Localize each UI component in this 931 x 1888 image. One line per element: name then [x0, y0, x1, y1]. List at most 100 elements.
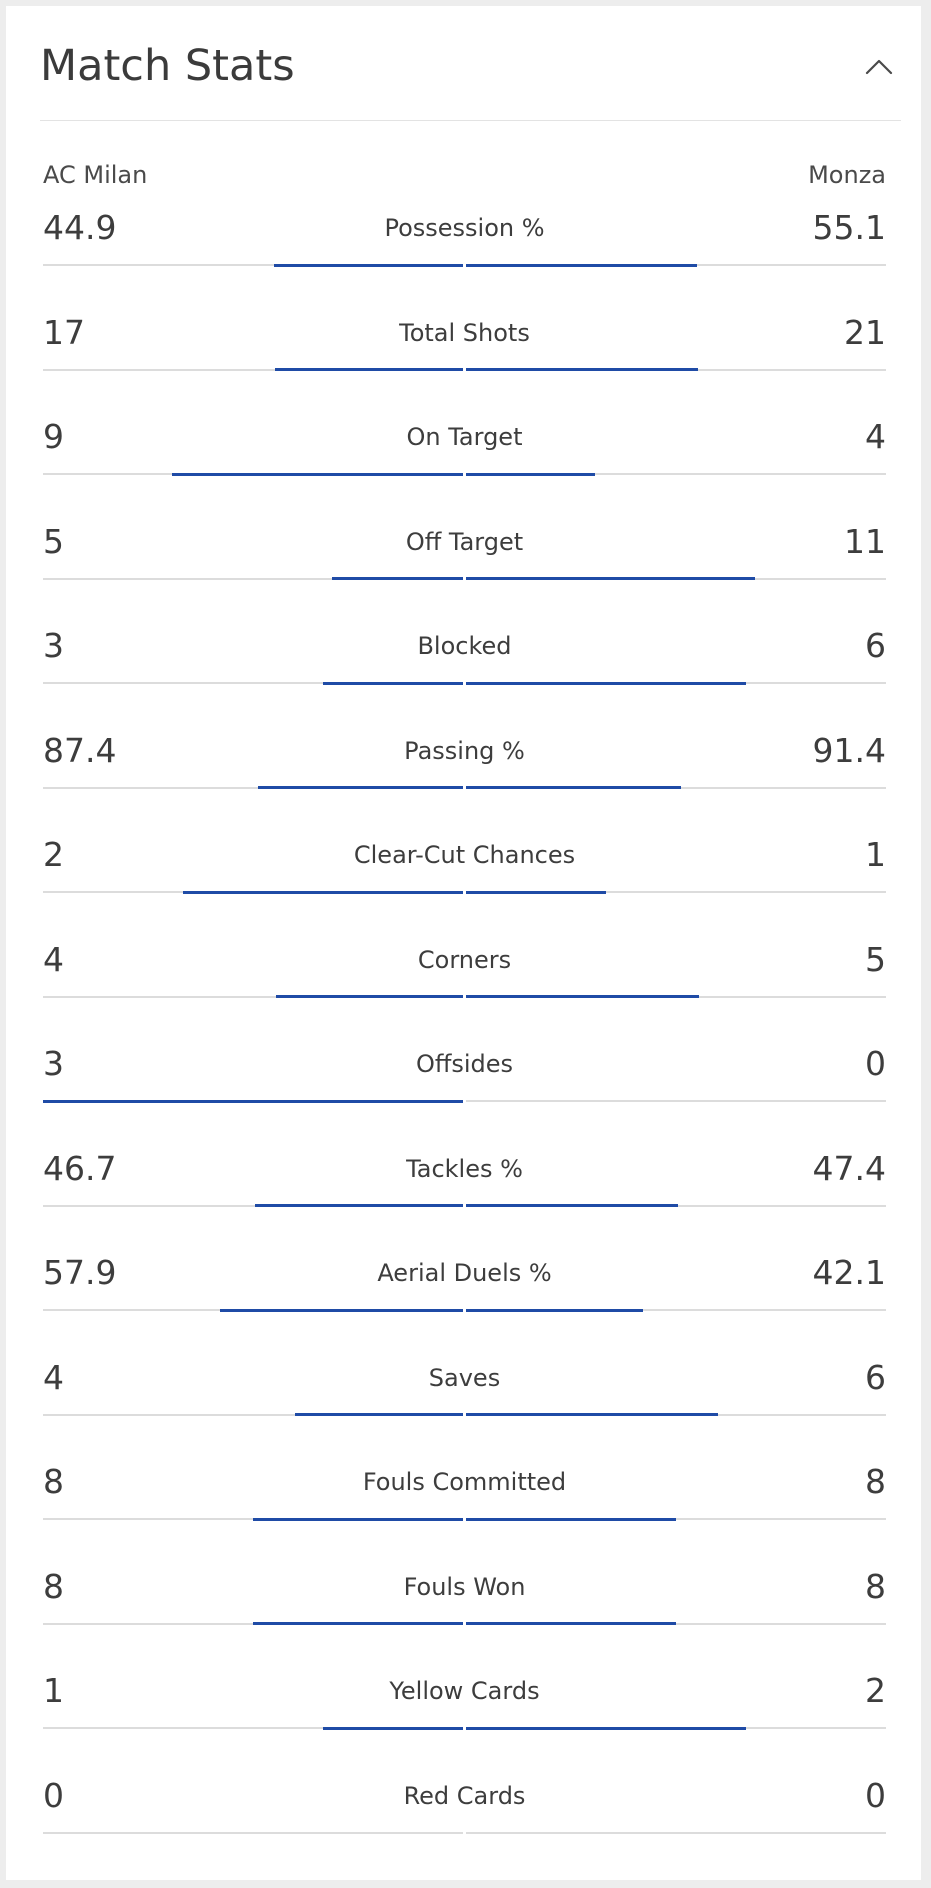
stat-label: Offsides [415, 1050, 514, 1078]
home-bar-track [43, 995, 463, 998]
away-value: 8 [865, 1462, 886, 1501]
home-bar-fill [257, 786, 463, 789]
stat-row: 17 Total Shots 21 [43, 301, 886, 406]
stat-label: Off Target [405, 527, 524, 556]
away-bar-fill [466, 1308, 643, 1312]
away-bar-track [466, 1204, 886, 1207]
home-value: 1 [43, 1671, 64, 1710]
away-value: 2 [865, 1671, 886, 1710]
away-value: 91.4 [812, 730, 886, 770]
home-team-name: AC Milan [43, 161, 148, 189]
away-bar-fill [466, 263, 698, 267]
home-value: 46.7 [43, 1148, 117, 1188]
away-bar-fill [466, 890, 606, 894]
home-bar-fill [323, 1726, 463, 1730]
home-bar-fill [183, 890, 463, 894]
stat-row: 8 Fouls Won 8 [43, 1555, 886, 1660]
away-bar-track [466, 1413, 886, 1416]
home-bar-track [43, 1099, 463, 1103]
stat-row: 0 Red Cards 0 [43, 1764, 886, 1869]
stat-row: 2 Clear-Cut Chances 1 [43, 823, 886, 928]
stat-label: Fouls Won [403, 1572, 526, 1601]
home-bar-track [43, 368, 463, 371]
stat-label: Saves [428, 1363, 501, 1392]
stat-row: 3 Offsides 0 [43, 1032, 886, 1137]
home-value: 44.9 [43, 208, 117, 247]
away-value: 42.1 [812, 1253, 886, 1292]
home-bar-fill [253, 1517, 463, 1521]
stat-row: 9 On Target 4 [43, 405, 886, 510]
away-bar-track [466, 786, 886, 789]
away-bar-track [466, 1726, 886, 1730]
away-bar-fill [466, 472, 596, 476]
stat-label: Tackles % [406, 1154, 523, 1183]
away-bar-fill [466, 368, 699, 371]
away-bar-track [466, 368, 886, 371]
panel-title: Match Stats [40, 41, 295, 91]
stat-label: Fouls Committed [362, 1468, 567, 1496]
away-bar-fill [466, 1517, 676, 1521]
collapse-button[interactable] [857, 46, 901, 90]
away-bar-track [466, 472, 886, 476]
away-value: 6 [865, 626, 886, 665]
away-bar-fill [466, 995, 700, 998]
stat-row: 1 Yellow Cards 2 [43, 1659, 886, 1764]
stat-row: 44.9 Possession % 55.1 [43, 196, 886, 301]
away-value: 5 [865, 939, 886, 979]
home-bar-track [43, 1726, 463, 1730]
home-bar-fill [253, 1622, 463, 1625]
away-value: 11 [844, 521, 886, 561]
match-stats-panel: Match Stats [6, 6, 921, 1880]
home-bar-track [43, 263, 463, 267]
home-bar-fill [172, 472, 463, 476]
away-value: 1 [865, 835, 886, 874]
stat-row: 46.7 Tackles % 47.4 [43, 1137, 886, 1242]
away-value: 8 [865, 1566, 886, 1606]
away-bar-fill [466, 577, 755, 580]
away-bar-track [466, 1517, 886, 1521]
home-value: 4 [43, 1357, 64, 1397]
home-value: 3 [43, 1044, 64, 1083]
stat-label: Possession % [384, 214, 545, 242]
panel-header: Match Stats [40, 6, 901, 121]
stat-row: 3 Blocked 6 [43, 614, 886, 719]
home-bar-fill [323, 681, 463, 685]
stat-row: 8 Fouls Committed 8 [43, 1450, 886, 1555]
stat-label: Yellow Cards [389, 1677, 540, 1705]
away-value: 55.1 [812, 208, 886, 247]
home-value: 8 [43, 1566, 64, 1606]
stat-row: 4 Saves 6 [43, 1346, 886, 1451]
home-value: 17 [43, 312, 85, 352]
stat-label: Clear-Cut Chances [353, 841, 576, 869]
away-value: 0 [865, 1044, 886, 1083]
home-value: 9 [43, 417, 64, 456]
home-bar-track [43, 577, 463, 580]
home-bar-track [43, 786, 463, 789]
home-value: 0 [43, 1775, 64, 1815]
away-value: 0 [865, 1775, 886, 1815]
away-bar-fill [466, 786, 681, 789]
home-value: 4 [43, 939, 64, 979]
home-value: 5 [43, 521, 64, 561]
home-value: 87.4 [43, 730, 117, 770]
home-bar-track [43, 1413, 463, 1416]
home-bar-track [43, 681, 463, 685]
home-value: 57.9 [43, 1253, 117, 1292]
away-bar-track [466, 995, 886, 998]
home-bar-track [43, 472, 463, 476]
home-value: 8 [43, 1462, 64, 1501]
home-bar-fill [295, 1413, 463, 1416]
stat-label: Total Shots [399, 318, 530, 347]
home-bar-fill [254, 1204, 463, 1207]
away-bar-fill [466, 1204, 678, 1207]
home-bar-track [43, 1517, 463, 1521]
stat-label: On Target [406, 423, 523, 451]
home-bar-track [43, 890, 463, 894]
home-bar-fill [275, 368, 463, 371]
stat-label: Aerial Duels % [377, 1259, 552, 1287]
home-bar-fill [276, 995, 463, 998]
away-value: 6 [865, 1357, 886, 1397]
away-bar-fill [466, 1622, 676, 1625]
away-value: 4 [865, 417, 886, 456]
away-bar-track [466, 263, 886, 267]
